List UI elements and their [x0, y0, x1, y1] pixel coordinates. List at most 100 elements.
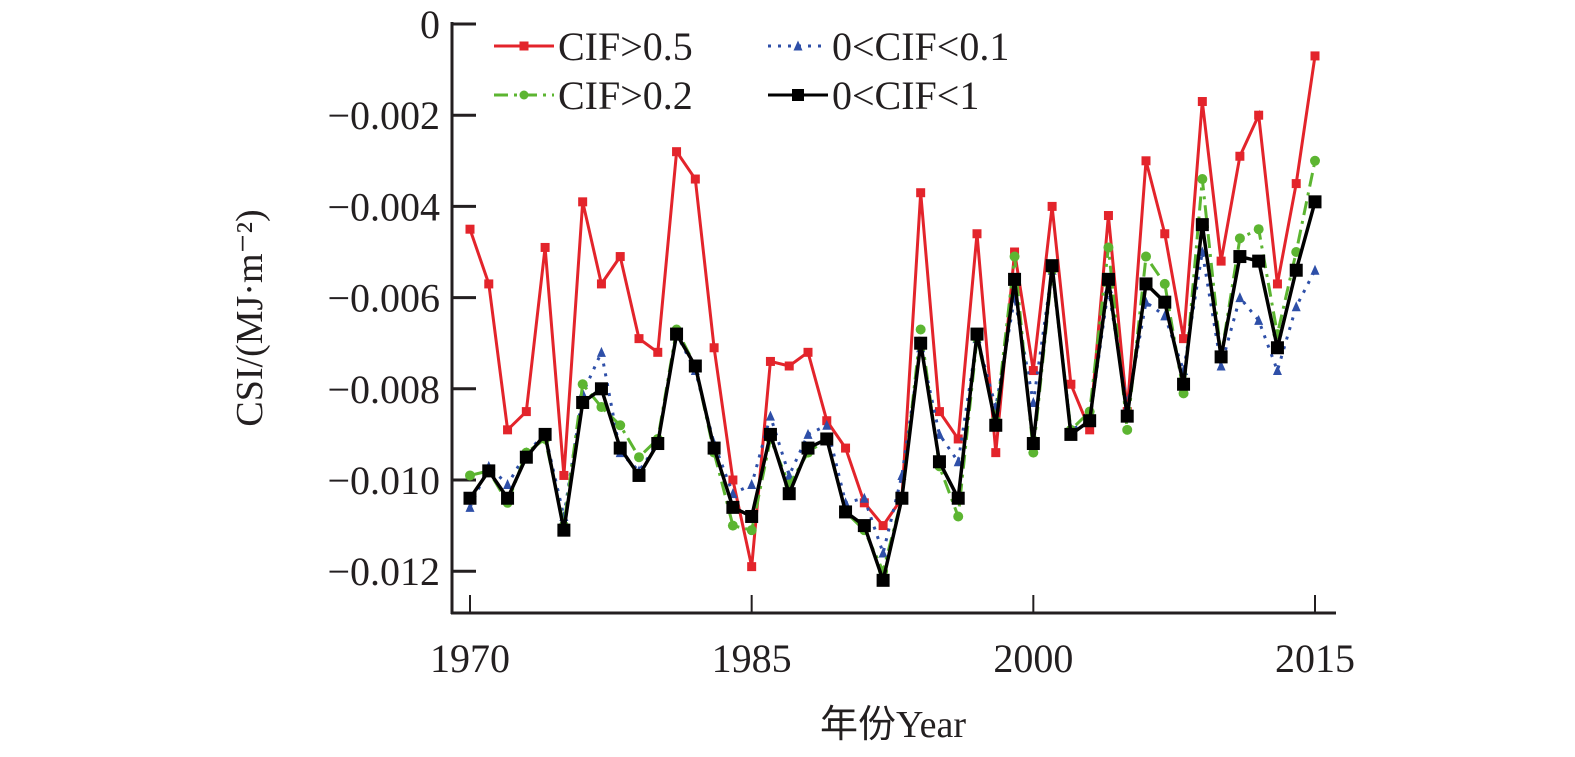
data-point: [465, 224, 475, 234]
data-point: [1235, 292, 1245, 303]
data-point: [857, 519, 871, 533]
data-point: [596, 279, 606, 289]
data-point: [538, 427, 552, 441]
data-point: [1216, 360, 1226, 371]
data-point: [728, 475, 738, 485]
data-point: [1141, 156, 1151, 166]
data-point: [578, 197, 588, 207]
legend-item-0-cif-0p1: 0<CIF<0.1: [768, 24, 1009, 69]
data-point: [1160, 229, 1170, 239]
data-point: [747, 562, 757, 572]
data-point: [1009, 251, 1020, 262]
data-point: [577, 379, 588, 390]
data-point: [726, 500, 740, 514]
data-point: [746, 525, 757, 536]
data-point: [989, 418, 1003, 432]
data-point: [878, 547, 888, 558]
legend-item-0-cif-1: 0<CIF<1: [768, 73, 979, 118]
data-point: [1272, 365, 1282, 376]
data-point: [841, 443, 851, 453]
data-point: [1047, 201, 1057, 211]
x-tick-label: 1970: [430, 636, 510, 681]
data-point: [820, 432, 834, 446]
y-tick-label: −0.010: [327, 458, 440, 503]
data-point: [484, 279, 494, 289]
data-point: [1083, 414, 1097, 428]
data-point: [916, 188, 926, 198]
data-point: [1103, 242, 1114, 253]
data-point: [747, 479, 757, 490]
y-tick-label: −0.002: [327, 93, 440, 138]
legend: CIF>0.5 0<CIF<0.1 CIF>0.2 0<CIF<1: [494, 24, 1009, 118]
data-point: [1085, 425, 1095, 435]
x-tick-label: 2000: [993, 636, 1073, 681]
data-point: [1028, 447, 1039, 458]
data-point: [521, 407, 531, 417]
data-point: [615, 252, 625, 262]
data-point: [1028, 366, 1038, 376]
legend-label: 0<CIF<0.1: [832, 24, 1009, 69]
data-point: [1214, 350, 1228, 364]
data-point: [765, 410, 775, 421]
data-point: [784, 469, 794, 480]
legend-label: CIF>0.5: [558, 24, 693, 69]
data-point: [634, 452, 644, 463]
data-point: [1270, 341, 1284, 355]
legend-item-cif-0p5: CIF>0.5: [494, 24, 693, 69]
data-point: [707, 441, 721, 455]
series-line: [468, 55, 1317, 567]
data-point: [465, 501, 475, 512]
y-ticks: 0 −0.002 −0.004 −0.006 −0.008 −0.010 −0.012: [327, 2, 476, 594]
data-point: [1195, 218, 1209, 232]
data-point: [953, 434, 963, 444]
data-point: [1253, 224, 1264, 235]
data-point: [482, 464, 496, 478]
data-point: [1028, 396, 1038, 407]
data-point: [934, 428, 944, 439]
x-axis-title: 年份Year: [820, 704, 966, 746]
data-point: [1235, 151, 1245, 161]
data-point: [594, 382, 608, 396]
data-point: [503, 425, 513, 435]
data-point: [540, 242, 550, 252]
data-point: [784, 361, 794, 371]
y-tick-label: −0.006: [327, 276, 440, 321]
data-point: [576, 395, 590, 409]
data-point: [1291, 301, 1301, 312]
data-point: [672, 147, 682, 157]
data-point: [519, 450, 533, 464]
data-point: [953, 511, 964, 522]
data-point: [1197, 97, 1207, 107]
data-point: [463, 491, 477, 505]
data-point: [727, 520, 738, 531]
x-tick-label: 1985: [712, 636, 792, 681]
x-ticks: 1970 1985 2000 2015: [430, 595, 1355, 681]
data-point: [1141, 251, 1151, 262]
data-point: [1122, 424, 1133, 435]
data-point: [1254, 314, 1264, 325]
data-point: [1159, 278, 1170, 289]
data-point: [1178, 388, 1189, 399]
data-point: [932, 455, 946, 469]
data-point: [915, 324, 926, 335]
data-point: [801, 441, 815, 455]
data-point: [991, 448, 1001, 458]
data-point: [878, 521, 888, 531]
data-point: [651, 437, 665, 451]
data-point: [1234, 233, 1245, 244]
data-point: [1066, 379, 1076, 389]
y-tick-label: −0.004: [327, 184, 440, 229]
data-point: [615, 420, 626, 431]
data-point: [1272, 279, 1282, 289]
data-point: [1179, 334, 1189, 344]
data-point: [895, 491, 909, 505]
data-point: [1197, 174, 1208, 185]
data-point: [1216, 256, 1226, 266]
data-point: [763, 427, 777, 441]
data-point: [709, 343, 719, 353]
data-point: [1252, 254, 1266, 268]
y-tick-label: −0.012: [327, 549, 440, 594]
data-point: [859, 498, 869, 508]
data-point: [1310, 264, 1320, 275]
